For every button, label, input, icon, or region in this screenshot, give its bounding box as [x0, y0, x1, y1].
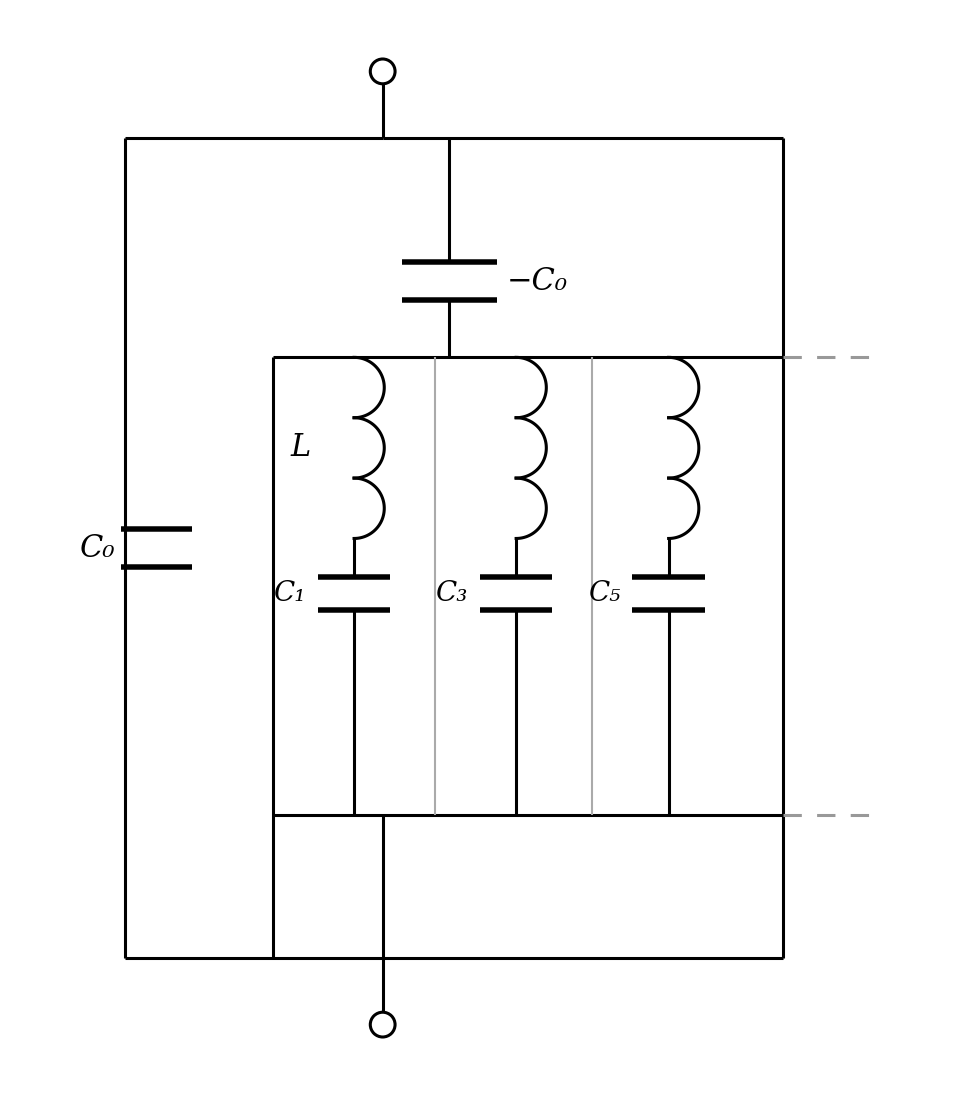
Text: −C₀: −C₀ [507, 265, 568, 297]
Text: C₀: C₀ [80, 533, 116, 563]
Text: L: L [291, 433, 312, 464]
Text: C₁: C₁ [274, 580, 307, 607]
Text: C₅: C₅ [589, 580, 621, 607]
Text: C₃: C₃ [436, 580, 468, 607]
